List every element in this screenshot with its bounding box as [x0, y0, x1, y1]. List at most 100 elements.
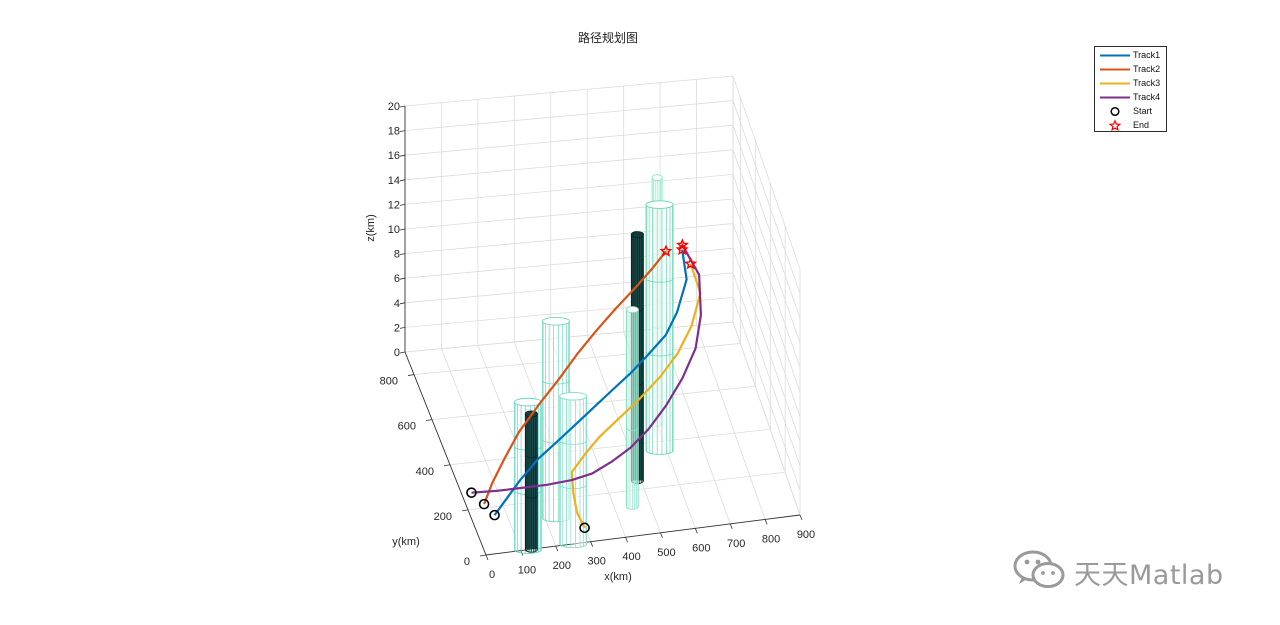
obstacle-bottom [513, 549, 542, 554]
y-tick-label-4: 800 [380, 376, 398, 388]
end-marker-3 [684, 257, 698, 270]
wall-grid-z-7 [404, 149, 801, 343]
end-marker-4 [676, 238, 689, 251]
x-tick-mark-5 [660, 532, 663, 538]
floor-grid-y-4 [413, 343, 741, 375]
legend-label-start: Start [1133, 106, 1153, 116]
y-tick-mark-1 [461, 509, 469, 512]
legend-item-start: Start [1095, 105, 1168, 118]
track-line-3 [570, 263, 702, 529]
track-line-1 [493, 249, 688, 516]
obstacle-top [645, 200, 674, 209]
x-tick-label-7: 700 [727, 538, 745, 550]
z-tick-mark-1 [399, 327, 406, 329]
chart-title: 路径规划图 [578, 30, 638, 45]
legend-label-track2: Track2 [1133, 64, 1161, 74]
track-lines [471, 244, 703, 529]
legend-start-circle-icon [1110, 106, 1120, 117]
x-tick-mark-6 [694, 528, 698, 534]
z-tick-mark-10 [399, 105, 406, 108]
x-tick-label-0: 0 [489, 569, 495, 581]
obstacle-top [541, 316, 570, 326]
z-tick-mark-5 [399, 228, 406, 231]
z-tick-label-9: 18 [388, 126, 400, 138]
z-tick-mark-9 [399, 130, 406, 132]
obstacle-top [630, 231, 644, 238]
obstacle-ring [559, 440, 588, 445]
wechat-logo-icon [1013, 550, 1065, 588]
wall-grid-z-10 [404, 75, 801, 270]
z-tick-label-7: 14 [388, 175, 400, 187]
legend-swatch-track4 [1100, 96, 1130, 99]
wall-grid-z-5 [404, 198, 801, 393]
obstacle-cylinders [513, 174, 674, 554]
y-tick-label-0: 0 [464, 556, 470, 568]
axes-grid [404, 75, 801, 556]
obstacle-ring [645, 352, 674, 357]
legend-end-star-icon [1108, 119, 1122, 132]
obstacle-top [559, 392, 588, 401]
y-tick-label-3: 600 [398, 421, 416, 433]
y-tick-mark-0 [479, 554, 487, 557]
floor-grid-x-1 [441, 348, 522, 551]
x-tick-label-9: 900 [797, 529, 815, 541]
axis-base-edges [404, 351, 801, 556]
axis-ticks: 0 100 200 300 400 500 600 700 800 900020040060080… [380, 101, 816, 581]
end-marker-2 [659, 244, 673, 257]
z-tick-label-10: 20 [388, 101, 400, 113]
watermark-text: 天天Matlab [1074, 560, 1224, 591]
z-tick-label-0: 0 [394, 347, 400, 359]
start-marker-3 [579, 522, 590, 534]
obstacle-cylinder-6 [559, 392, 588, 549]
legend-label-track3: Track3 [1133, 78, 1161, 88]
floor-grid-y-2 [449, 428, 771, 466]
legend: Track1 Track2 Track3 Track4 Start End [1094, 46, 1167, 132]
z-tick-label-4: 8 [394, 249, 400, 261]
start-end-markers [466, 238, 698, 534]
z-tick-label-2: 4 [394, 298, 400, 310]
legend-swatch-track1 [1100, 54, 1130, 57]
obstacle-ring [524, 494, 538, 499]
obstacle-bottom [524, 549, 538, 553]
x-tick-label-6: 600 [692, 542, 710, 554]
x-tick-mark-0 [485, 554, 489, 561]
z-axis-label: z(km) [365, 214, 377, 242]
obstacle-bottom [559, 543, 588, 549]
z-tick-label-8: 16 [388, 150, 400, 162]
track-line-2 [483, 250, 667, 505]
y-tick-mark-3 [425, 419, 433, 422]
legend-item-track4: Track4 [1095, 91, 1168, 104]
start-marker-1 [489, 509, 500, 521]
obstacle-bottom [625, 506, 639, 510]
obstacle-bottom [645, 450, 674, 455]
x-tick-label-1: 100 [518, 565, 536, 577]
x-tick-mark-9 [799, 514, 803, 521]
x-tick-mark-7 [729, 523, 733, 530]
obstacle-cylinder-7 [524, 410, 538, 553]
y-tick-label-2: 400 [416, 466, 434, 478]
z-tick-mark-2 [399, 302, 406, 305]
legend-item-track3: Track3 [1095, 77, 1168, 90]
legend-item-track2: Track2 [1095, 63, 1168, 76]
z-tick-mark-6 [399, 204, 406, 206]
wall-grid-z-3 [404, 247, 801, 442]
obstacle-top [651, 174, 663, 182]
x-tick-label-2: 200 [553, 560, 571, 572]
legend-label-end: End [1133, 120, 1150, 130]
obstacle-top [625, 306, 639, 314]
z-tick-label-3: 6 [394, 273, 400, 285]
legend-item-end: End [1095, 119, 1168, 132]
obstacle-ring [645, 278, 674, 283]
floor-grid-x-8 [696, 325, 766, 520]
floor-grid-x-5 [586, 335, 661, 533]
z-tick-mark-0 [399, 351, 406, 354]
track-line-4 [471, 244, 703, 494]
obstacle-top [513, 397, 542, 407]
x-tick-mark-3 [590, 541, 594, 547]
x-tick-mark-8 [764, 519, 768, 525]
wall-grid-z-0 [404, 321, 801, 516]
obstacle-cylinder-3 [625, 306, 639, 510]
y-axis-label: y(km) [392, 536, 420, 548]
z-tick-mark-8 [399, 154, 406, 157]
